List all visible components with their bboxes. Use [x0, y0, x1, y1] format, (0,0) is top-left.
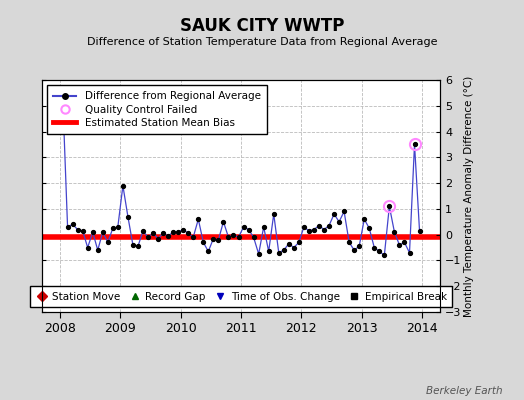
Y-axis label: Monthly Temperature Anomaly Difference (°C): Monthly Temperature Anomaly Difference (…: [464, 75, 474, 317]
Text: Difference of Station Temperature Data from Regional Average: Difference of Station Temperature Data f…: [87, 37, 437, 47]
Text: SAUK CITY WWTP: SAUK CITY WWTP: [180, 17, 344, 35]
Text: Berkeley Earth: Berkeley Earth: [427, 386, 503, 396]
Legend: Station Move, Record Gap, Time of Obs. Change, Empirical Break: Station Move, Record Gap, Time of Obs. C…: [30, 286, 452, 307]
